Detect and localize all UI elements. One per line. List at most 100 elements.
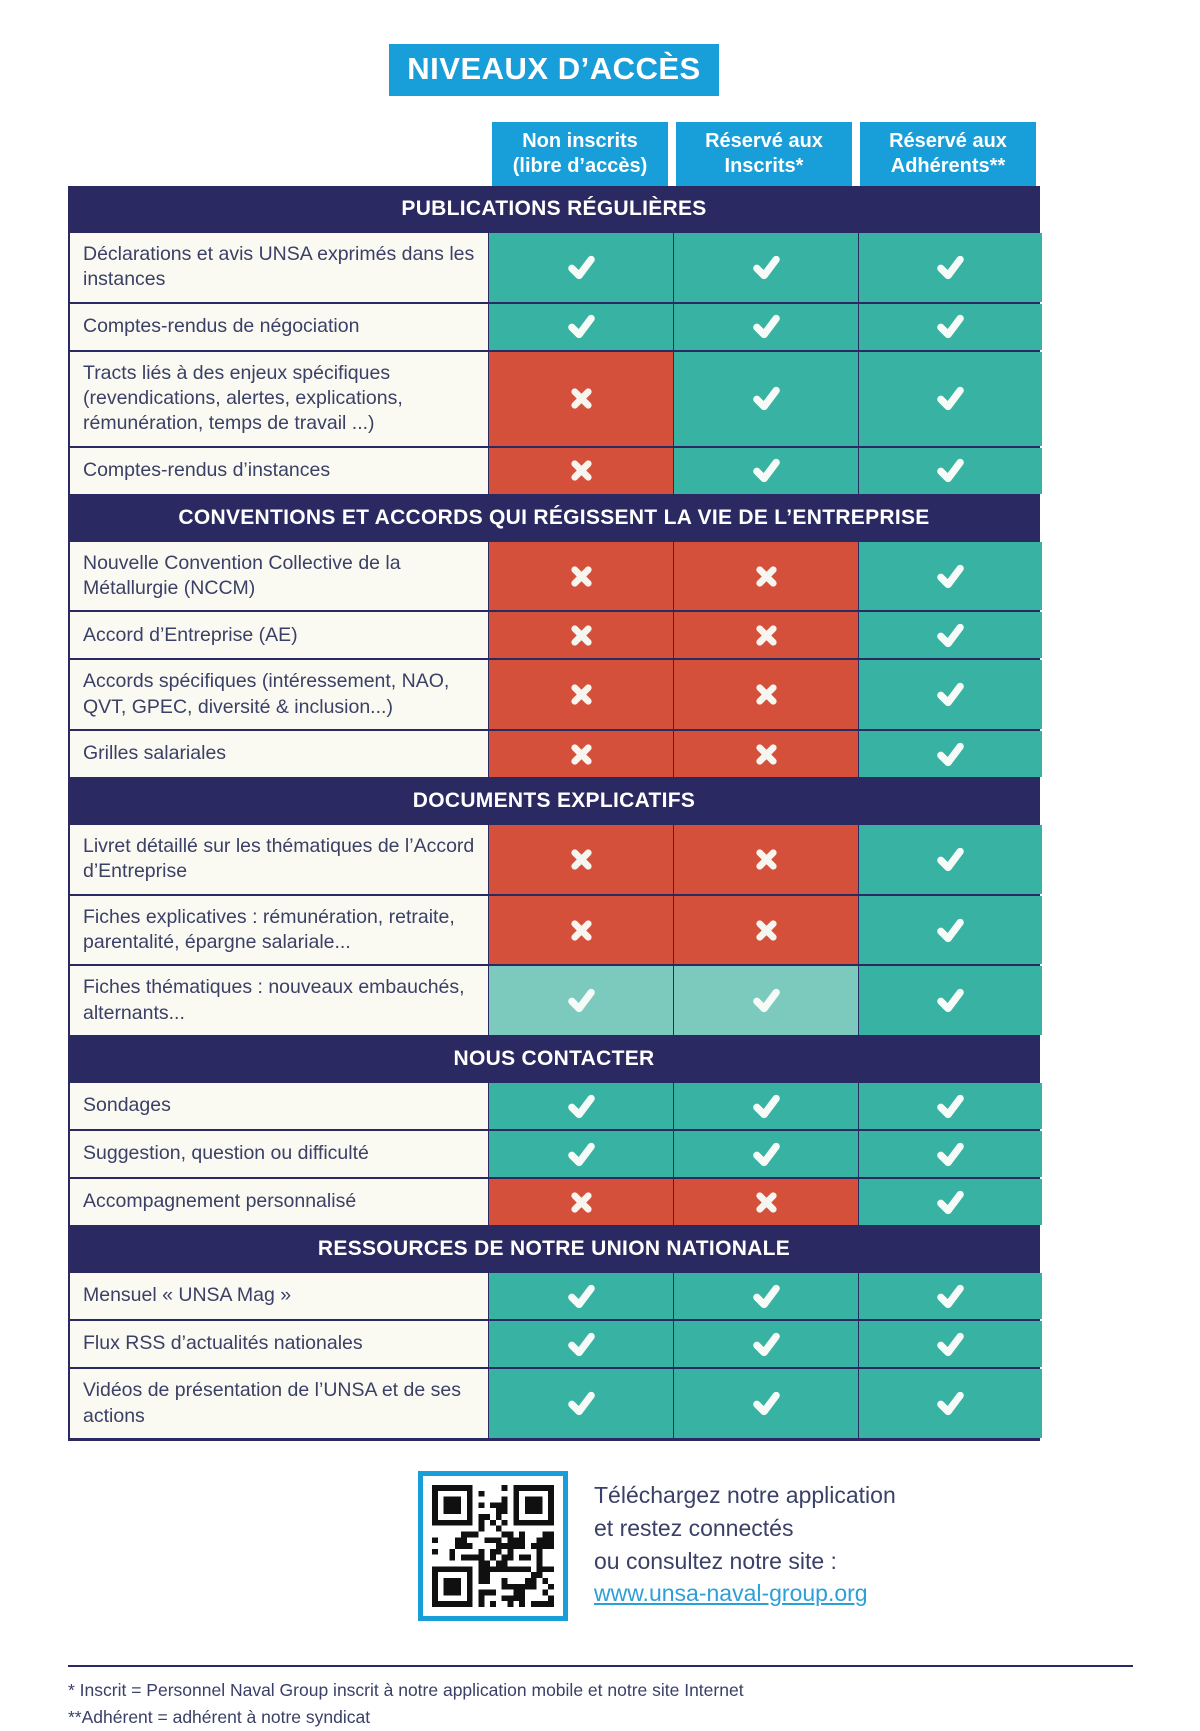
access-cell-granted bbox=[859, 660, 1042, 730]
cross-icon bbox=[570, 849, 592, 870]
table-row: Vidéos de présentation de l’UNSA et de s… bbox=[70, 1368, 1042, 1439]
cross-icon bbox=[755, 920, 777, 941]
cross-icon bbox=[570, 1192, 592, 1213]
qr-text: Téléchargez notre application et restez … bbox=[594, 1479, 896, 1611]
check-icon bbox=[937, 742, 964, 766]
row-label: Accord d’Entreprise (AE) bbox=[70, 612, 488, 659]
table-row: Accord d’Entreprise (AE) bbox=[70, 611, 1042, 660]
cross-icon bbox=[570, 920, 592, 941]
check-icon bbox=[937, 683, 964, 707]
row-label: Accords spécifiques (intéressement, NAO,… bbox=[70, 660, 488, 730]
access-cell-granted bbox=[674, 1369, 858, 1438]
check-icon bbox=[752, 387, 780, 411]
check-icon bbox=[567, 315, 595, 339]
check-icon bbox=[937, 255, 964, 280]
table-row: Fiches thématiques : nouveaux embauchés,… bbox=[70, 965, 1042, 1037]
access-cell-denied bbox=[674, 541, 858, 611]
column-header-line2: Inscrits* bbox=[724, 155, 804, 177]
check-icon bbox=[937, 1391, 964, 1416]
check-icon bbox=[937, 315, 964, 339]
table-row: Grilles salariales bbox=[70, 730, 1042, 779]
table-row: Sondages bbox=[70, 1082, 1042, 1131]
cross-icon bbox=[755, 849, 777, 870]
table-row: Flux RSS d’actualités nationales bbox=[70, 1320, 1042, 1369]
check-icon bbox=[752, 1142, 780, 1166]
section-header-4: RESSOURCES DE NOTRE UNION NATIONALE bbox=[70, 1226, 1038, 1273]
row-label: Fiches explicatives : rémunération, retr… bbox=[70, 895, 488, 965]
access-cell-denied bbox=[674, 612, 858, 659]
row-label: Suggestion, question ou difficulté bbox=[70, 1131, 488, 1178]
access-cell-granted bbox=[859, 1321, 1042, 1368]
check-icon bbox=[937, 1142, 964, 1166]
column-header-line2: Adhérents** bbox=[890, 155, 1006, 177]
check-icon bbox=[567, 989, 595, 1013]
cross-icon bbox=[755, 1192, 777, 1213]
access-cell-granted bbox=[674, 233, 858, 302]
row-label: Accompagnement personnalisé bbox=[70, 1179, 488, 1226]
footnote-adherent: **Adhérent = adhérent à notre syndicat bbox=[68, 1706, 371, 1727]
access-cell-granted bbox=[489, 303, 673, 350]
access-cell-denied bbox=[489, 351, 673, 446]
access-cell-granted bbox=[674, 303, 858, 350]
column-header-line1: Réservé aux bbox=[705, 130, 823, 152]
cross-icon bbox=[755, 743, 777, 765]
access-cell-denied bbox=[674, 895, 858, 965]
access-cell-granted bbox=[674, 1083, 858, 1130]
column-header-line1: Non inscrits bbox=[522, 130, 638, 152]
qr-text-line: Téléchargez notre application bbox=[594, 1481, 896, 1508]
access-cell-denied bbox=[489, 895, 673, 965]
access-cell-granted bbox=[674, 1321, 858, 1368]
access-table: PUBLICATIONS RÉGULIÈRES Déclarations et a… bbox=[68, 186, 1042, 1441]
access-cell-denied bbox=[489, 660, 673, 730]
access-cell-granted bbox=[859, 612, 1042, 659]
access-cell-granted bbox=[859, 731, 1042, 778]
row-label: Sondages bbox=[70, 1083, 488, 1130]
access-cell-granted bbox=[489, 1083, 673, 1130]
check-icon bbox=[937, 1094, 964, 1118]
check-icon bbox=[937, 847, 964, 872]
footnotes: * Inscrit = Personnel Naval Group inscri… bbox=[68, 1677, 1040, 1731]
access-cell-granted bbox=[859, 447, 1042, 494]
column-header-line1: Réservé aux bbox=[889, 130, 1007, 152]
site-link[interactable]: www.unsa-naval-group.org bbox=[594, 1580, 868, 1607]
access-cell-granted bbox=[489, 233, 673, 302]
check-icon bbox=[752, 315, 780, 339]
footnote-divider bbox=[68, 1664, 1133, 1667]
check-icon bbox=[752, 1391, 780, 1416]
access-cell-denied bbox=[674, 825, 858, 894]
check-icon bbox=[567, 1332, 595, 1356]
table-row: Accompagnement personnalisé bbox=[70, 1178, 1042, 1227]
column-header-1: Réservé aux Inscrits* bbox=[676, 122, 852, 186]
access-cell-granted bbox=[859, 825, 1042, 894]
table-row: Nouvelle Convention Collective de la Mét… bbox=[70, 540, 1042, 612]
check-icon bbox=[937, 1332, 964, 1356]
cross-icon bbox=[570, 460, 592, 481]
access-cell-granted bbox=[489, 1369, 673, 1438]
table-row: Comptes-rendus d’instances bbox=[70, 446, 1042, 495]
section-header-3: NOUS CONTACTER bbox=[70, 1036, 1038, 1083]
cross-icon bbox=[755, 625, 777, 646]
access-cell-granted bbox=[859, 1131, 1042, 1178]
section-header-2: DOCUMENTS EXPLICATIFS bbox=[70, 778, 1038, 825]
section-header-1: CONVENTIONS ET ACCORDS QUI RÉGISSENT LA … bbox=[70, 494, 1038, 541]
check-icon bbox=[752, 1332, 780, 1356]
check-icon bbox=[752, 1284, 780, 1308]
access-cell-granted bbox=[489, 1321, 673, 1368]
access-cell-denied bbox=[674, 731, 858, 778]
access-cell-granted bbox=[859, 351, 1042, 446]
column-header-2: Réservé aux Adhérents** bbox=[860, 122, 1036, 186]
cross-icon bbox=[570, 388, 592, 409]
row-label: Comptes-rendus d’instances bbox=[70, 447, 488, 494]
access-cell-denied bbox=[489, 825, 673, 894]
access-cell-granted bbox=[859, 303, 1042, 350]
page-title: NIVEAUX D’ACCÈS bbox=[389, 44, 719, 96]
access-cell-granted bbox=[674, 1131, 858, 1178]
row-label: Tracts liés à des enjeux spécifiques (re… bbox=[70, 351, 488, 446]
check-icon bbox=[567, 255, 595, 280]
row-label: Fiches thématiques : nouveaux embauchés,… bbox=[70, 966, 488, 1036]
cross-icon bbox=[755, 684, 777, 705]
check-icon bbox=[567, 1284, 595, 1308]
access-cell-granted bbox=[489, 1131, 673, 1178]
column-headers: Non inscrits (libre d’accès) Réservé aux In… bbox=[68, 122, 1040, 186]
check-icon bbox=[937, 1284, 964, 1308]
